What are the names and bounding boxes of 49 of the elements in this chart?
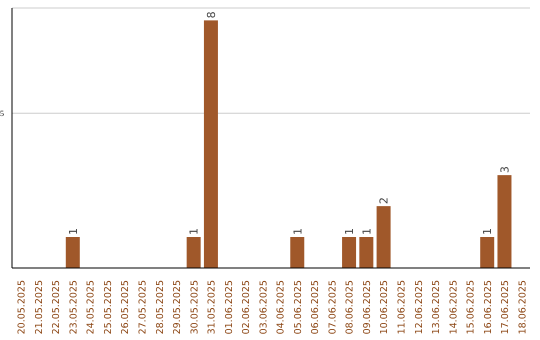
x-tick-label: 20.05.2025 [16, 280, 28, 334]
data-label: 1 [188, 228, 201, 236]
x-tick-label: 07.06.2025 [327, 280, 338, 334]
x-tick-label: 28.05.2025 [154, 280, 166, 334]
x-tick-label: 05.06.2025 [292, 280, 304, 334]
data-label: 2 [378, 197, 391, 204]
bar [204, 20, 218, 268]
data-label: 1 [360, 228, 374, 236]
bar [66, 237, 80, 268]
data-label: 1 [291, 228, 304, 236]
x-tick-label: 25.05.2025 [102, 280, 114, 334]
bar [497, 175, 512, 268]
x-tick-label: 01.06.2025 [224, 280, 235, 334]
x-tick-label: 13.06.2025 [431, 280, 442, 334]
x-tick-label: 04.06.2025 [276, 280, 287, 334]
data-label: 1 [66, 228, 80, 236]
x-tick-label: 30.05.2025 [189, 280, 200, 334]
x-tick-label: 14.06.2025 [448, 280, 460, 334]
x-tick-label: 24.05.2025 [86, 280, 97, 334]
x-tick-label: 09.06.2025 [362, 280, 373, 334]
data-label: 3 [498, 166, 512, 174]
data-label: 1 [481, 228, 494, 236]
x-tick-label: 31.05.2025 [206, 280, 218, 334]
x-tick-label: 18.06.2025 [517, 280, 528, 334]
bar [376, 206, 391, 268]
bar [342, 237, 356, 268]
x-tick-label: 17.06.2025 [500, 280, 512, 334]
y-tick-label: 5 [0, 109, 4, 118]
x-tick-label: 02.06.2025 [241, 280, 252, 334]
x-tick-label: 10.06.2025 [379, 280, 390, 334]
x-tick-label: 06.06.2025 [310, 280, 322, 334]
x-tick-label: 21.05.2025 [34, 280, 45, 334]
x-tick-label: 11.06.2025 [396, 280, 408, 334]
x-tick-label: 12.06.2025 [414, 280, 425, 334]
x-tick-label: 27.05.2025 [138, 280, 148, 334]
bar [186, 237, 201, 268]
x-tick-label: 16.06.2025 [482, 280, 494, 334]
x-tick-label: 03.06.2025 [258, 280, 270, 334]
bar [359, 237, 374, 268]
data-label: 1 [343, 228, 356, 236]
x-tick-label: 29.05.2025 [172, 280, 184, 334]
bar [290, 237, 304, 268]
x-tick-label: 08.06.2025 [344, 280, 356, 334]
data-label: 8 [204, 11, 218, 18]
x-tick-label: 26.05.2025 [120, 280, 132, 334]
x-tick-label: 22.05.2025 [51, 280, 62, 334]
x-tick-label: 15.06.2025 [466, 280, 477, 334]
x-tick-label: 23.05.2025 [68, 280, 80, 334]
bar [480, 237, 494, 268]
